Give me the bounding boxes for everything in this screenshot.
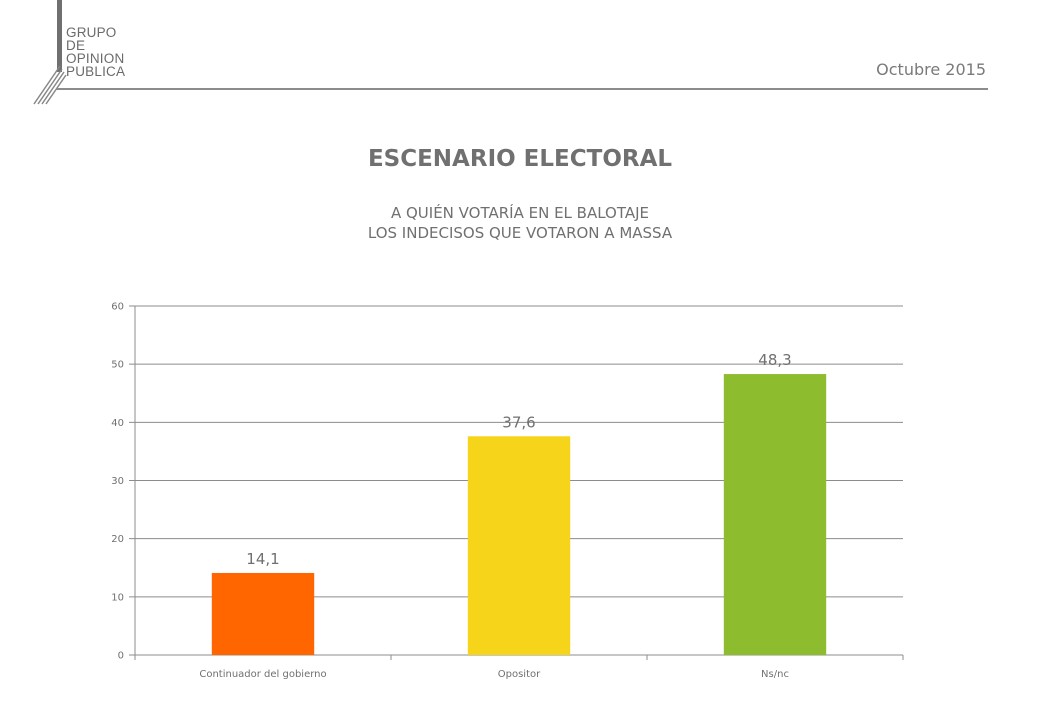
data-label: 14,1: [246, 550, 279, 568]
report-date: Octubre 2015: [876, 60, 986, 79]
subtitle-line: LOS INDECISOS QUE VOTARON A MASSA: [367, 224, 673, 242]
y-tick-label: 40: [111, 418, 124, 429]
y-tick-label: 50: [111, 360, 124, 371]
y-tick-label: 10: [111, 592, 124, 603]
page-subtitle: A QUIÉN VOTARÍA EN EL BALOTAJE LOS INDEC…: [0, 203, 1040, 243]
logo-line: PUBLICA: [66, 64, 126, 79]
bar: [723, 374, 827, 655]
logo-line: OPINION: [66, 51, 125, 66]
bar: [467, 436, 571, 655]
bar: [211, 572, 315, 655]
x-tick-label: Ns/nc: [761, 669, 789, 680]
logo-mark: [33, 0, 67, 105]
y-tick-label: 0: [118, 651, 124, 662]
header-divider: [56, 88, 988, 90]
y-tick-label: 60: [111, 302, 124, 313]
y-tick-label: 30: [111, 476, 124, 487]
subtitle-line: A QUIÉN VOTARÍA EN EL BALOTAJE: [390, 204, 650, 222]
logo-line: DE: [66, 38, 86, 53]
page-title: ESCENARIO ELECTORAL: [367, 146, 673, 172]
data-label: 48,3: [758, 351, 791, 369]
logo-wordmark: GRUPO DE OPINION PUBLICA: [66, 25, 126, 79]
x-tick-label: Continuador del gobierno: [199, 669, 326, 680]
x-tick-label: Opositor: [498, 669, 541, 680]
logo-line: GRUPO: [66, 25, 117, 40]
y-tick-label: 20: [111, 534, 124, 545]
data-label: 37,6: [502, 413, 535, 431]
